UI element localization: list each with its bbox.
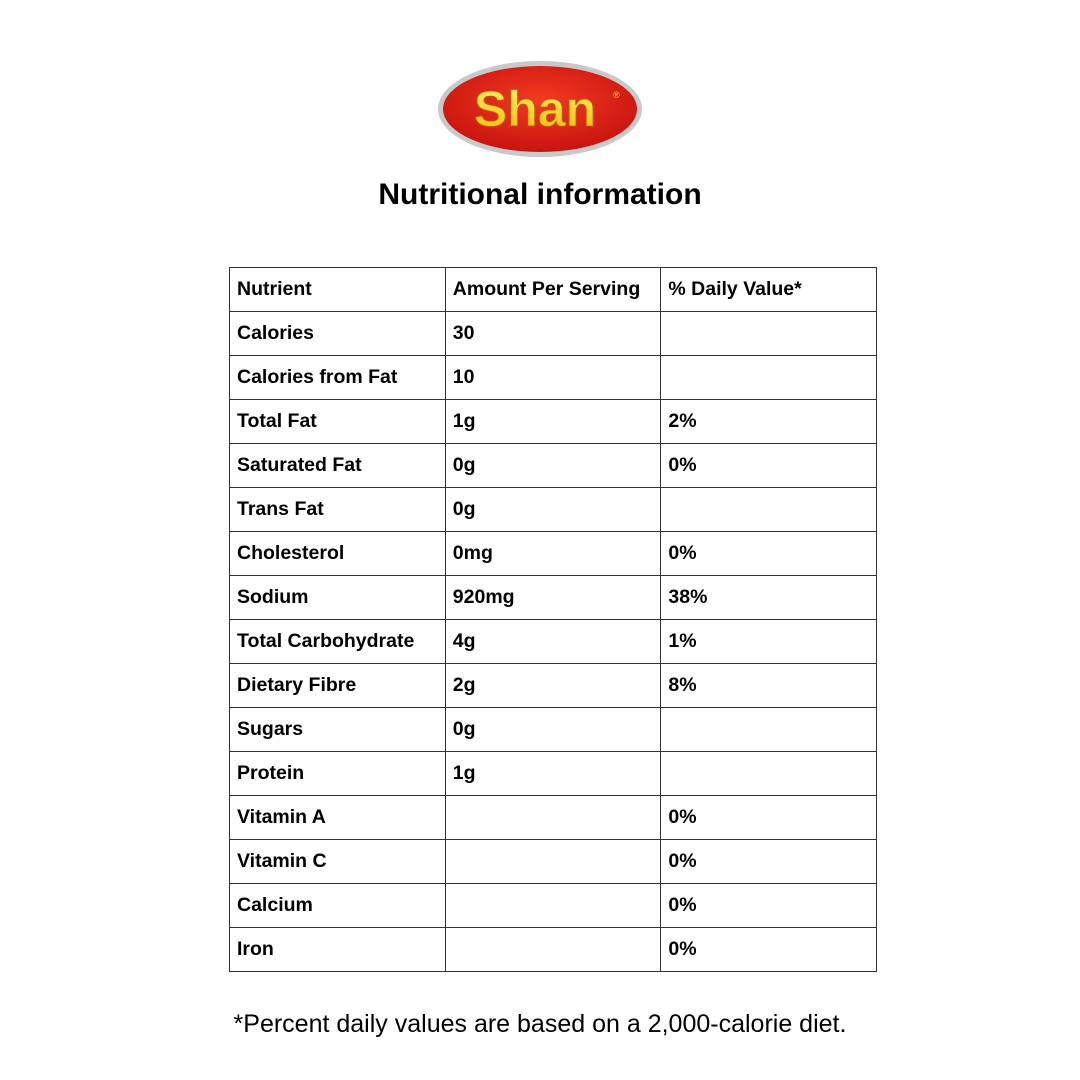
daily-value-cell: 1% [660, 619, 877, 664]
nutrient-cell: Dietary Fibre [229, 663, 446, 708]
nutrient-cell: Calcium [229, 883, 446, 928]
nutrient-cell: Calories [229, 311, 446, 356]
daily-value-cell: 8% [660, 663, 877, 708]
daily-value-cell: 38% [660, 575, 877, 620]
table-row: Saturated Fat 0g 0% [229, 443, 877, 488]
header-daily-value: % Daily Value* [660, 267, 877, 312]
nutrient-cell: Total Fat [229, 399, 446, 444]
amount-cell: 0mg [444, 531, 662, 576]
amount-cell [444, 927, 662, 972]
amount-cell: 10 [444, 355, 662, 400]
nutrition-table: Nutrient Amount Per Serving % Daily Valu… [229, 267, 877, 972]
nutrient-cell: Sodium [229, 575, 446, 620]
daily-value-cell [660, 355, 877, 400]
daily-value-cell: 0% [660, 883, 877, 928]
nutrient-cell: Iron [229, 927, 446, 972]
table-row: Trans Fat 0g [229, 487, 877, 532]
footnote: *Percent daily values are based on a 2,0… [233, 1010, 847, 1038]
daily-value-cell [660, 311, 877, 356]
table-row: Iron 0% [229, 927, 877, 972]
table-header-row: Nutrient Amount Per Serving % Daily Valu… [229, 267, 877, 312]
daily-value-cell: 0% [660, 795, 877, 840]
svg-text:Shan: Shan [474, 81, 596, 137]
daily-value-cell [660, 707, 877, 752]
nutrient-cell: Trans Fat [229, 487, 446, 532]
daily-value-cell: 0% [660, 927, 877, 972]
amount-cell [444, 795, 662, 840]
nutrient-cell: Vitamin A [229, 795, 446, 840]
amount-cell: 2g [444, 663, 662, 708]
nutrient-cell: Cholesterol [229, 531, 446, 576]
table-row: Total Fat 1g 2% [229, 399, 877, 444]
daily-value-cell: 0% [660, 443, 877, 488]
daily-value-cell [660, 751, 877, 796]
amount-cell: 1g [444, 399, 662, 444]
amount-cell: 0g [444, 707, 662, 752]
table-row: Protein 1g [229, 751, 877, 796]
table-row: Vitamin C 0% [229, 839, 877, 884]
daily-value-cell [660, 487, 877, 532]
amount-cell: 920mg [444, 575, 662, 620]
amount-cell: 1g [444, 751, 662, 796]
shan-logo: Shan ® [438, 61, 642, 157]
amount-cell: 0g [444, 487, 662, 532]
header-nutrient: Nutrient [229, 267, 446, 312]
nutrient-cell: Vitamin C [229, 839, 446, 884]
daily-value-cell: 0% [660, 531, 877, 576]
nutrient-cell: Saturated Fat [229, 443, 446, 488]
nutrient-cell: Protein [229, 751, 446, 796]
amount-cell [444, 839, 662, 884]
table-row: Sugars 0g [229, 707, 877, 752]
table-row: Calcium 0% [229, 883, 877, 928]
nutrient-cell: Calories from Fat [229, 355, 446, 400]
table-row: Cholesterol 0mg 0% [229, 531, 877, 576]
table-row: Calories from Fat 10 [229, 355, 877, 400]
amount-cell: 0g [444, 443, 662, 488]
amount-cell: 30 [444, 311, 662, 356]
table-row: Total Carbohydrate 4g 1% [229, 619, 877, 664]
table-row: Sodium 920mg 38% [229, 575, 877, 620]
header-amount: Amount Per Serving [444, 267, 662, 312]
svg-text:®: ® [613, 90, 620, 100]
table-row: Calories 30 [229, 311, 877, 356]
daily-value-cell: 0% [660, 839, 877, 884]
table-row: Dietary Fibre 2g 8% [229, 663, 877, 708]
page-title: Nutritional information [378, 178, 702, 211]
amount-cell: 4g [444, 619, 662, 664]
daily-value-cell: 2% [660, 399, 877, 444]
table-row: Vitamin A 0% [229, 795, 877, 840]
amount-cell [444, 883, 662, 928]
nutrient-cell: Total Carbohydrate [229, 619, 446, 664]
nutrient-cell: Sugars [229, 707, 446, 752]
